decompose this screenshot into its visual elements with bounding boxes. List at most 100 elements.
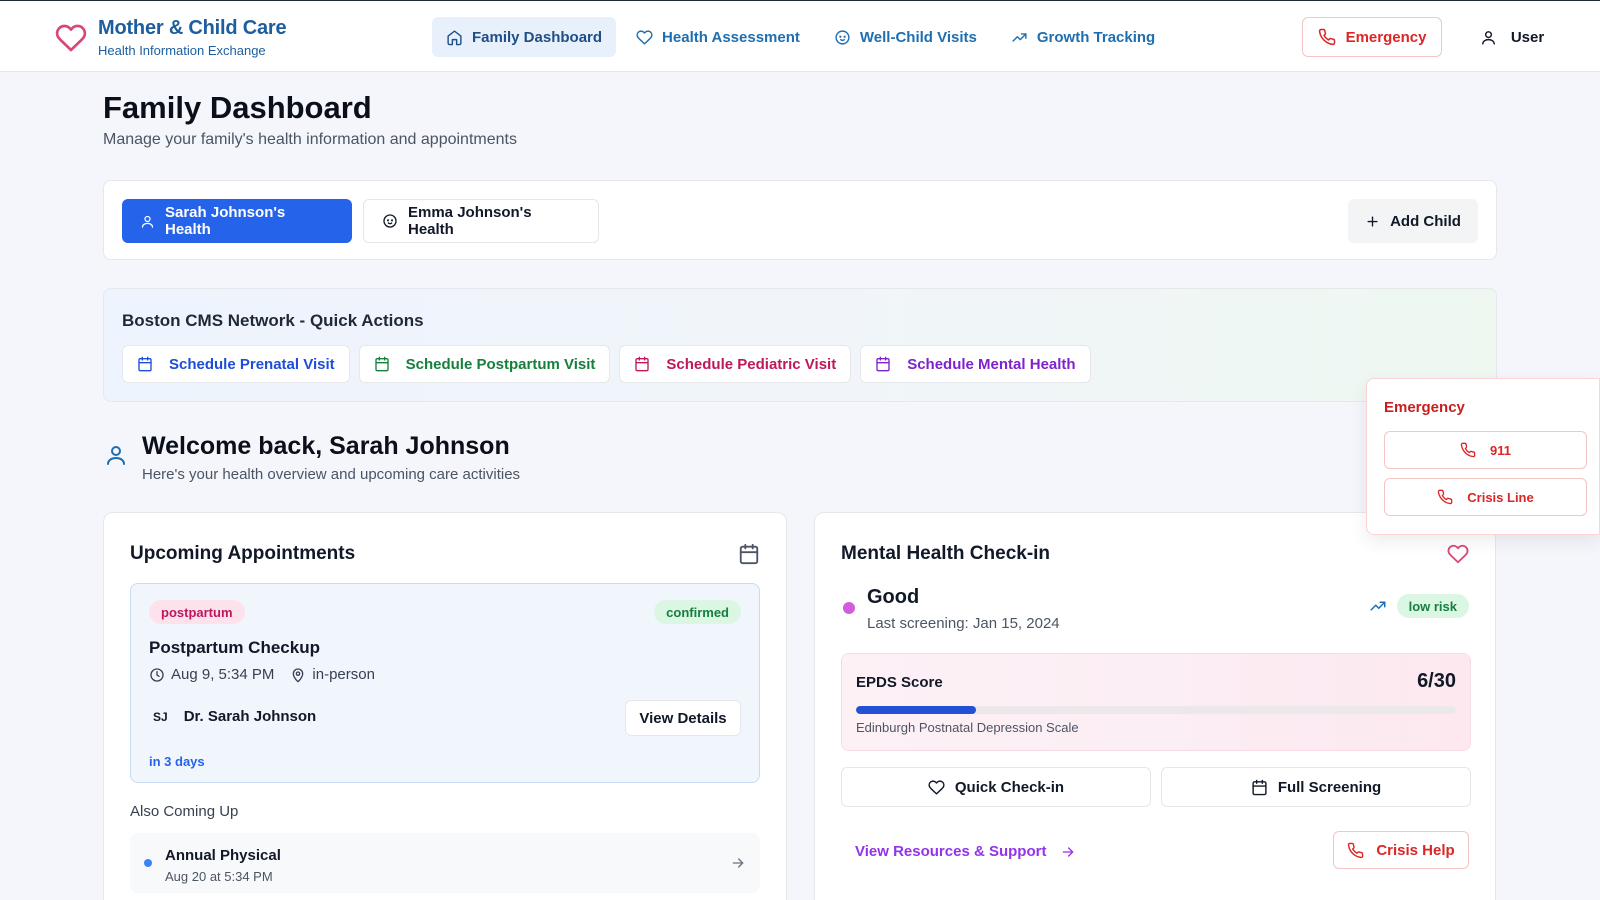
avatar: SJ: [153, 709, 168, 724]
nav-label: Health Assessment: [662, 28, 800, 46]
emergency-panel-title: Emergency: [1384, 399, 1465, 416]
map-pin-icon: [290, 667, 306, 683]
top-header: Mother & Child Care Health Information E…: [0, 0, 1600, 72]
view-details-button[interactable]: View Details: [625, 700, 741, 736]
bullet-dot: [144, 859, 152, 867]
appointment-provider: SJ Dr. Sarah Johnson: [153, 708, 316, 725]
quick-action-label: Schedule Prenatal Visit: [169, 355, 335, 373]
epds-label: EPDS Score: [856, 674, 943, 691]
phone-icon: [1437, 489, 1453, 505]
trending-up-icon: [1011, 29, 1028, 46]
arrow-right-icon: [1060, 844, 1076, 860]
schedule-prenatal-button[interactable]: Schedule Prenatal Visit: [122, 345, 350, 383]
epds-score-panel: EPDS Score 6/30 Edinburgh Postnatal Depr…: [841, 653, 1471, 751]
nav-family-dashboard[interactable]: Family Dashboard: [432, 17, 617, 57]
quick-actions-list: Schedule Prenatal Visit Schedule Postpar…: [122, 345, 1091, 383]
also-coming-up-label: Also Coming Up: [130, 803, 239, 820]
view-resources-link[interactable]: View Resources & Support: [855, 843, 1076, 860]
card-title: Upcoming Appointments: [130, 543, 356, 564]
appointment-meta: Aug 9, 5:34 PM in-person: [149, 666, 375, 683]
epds-score: 6/30: [1417, 670, 1456, 692]
phone-icon: [1318, 28, 1336, 46]
button-label: Crisis Help: [1376, 841, 1455, 859]
nav-well-child-visits[interactable]: Well-Child Visits: [820, 17, 991, 57]
nav-label: Well-Child Visits: [859, 28, 977, 46]
schedule-mental-health-button[interactable]: Schedule Mental Health: [860, 345, 1091, 383]
nav-health-assessment[interactable]: Health Assessment: [622, 17, 814, 57]
appointment-title: Postpartum Checkup: [149, 638, 320, 657]
quick-actions-title: Boston CMS Network - Quick Actions: [122, 311, 424, 330]
button-label: Full Screening: [1277, 778, 1382, 796]
epds-progress-bar: [856, 706, 1456, 714]
emergency-panel: Emergency 911 Crisis Line: [1366, 378, 1600, 535]
clock-icon: [149, 667, 165, 683]
profile-switcher: Sarah Johnson's Health Emma Johnson's He…: [103, 180, 1497, 260]
call-911-button[interactable]: 911: [1384, 431, 1587, 469]
emergency-label: Emergency: [1345, 28, 1427, 46]
appointment-time: Aug 9, 5:34 PM: [171, 666, 275, 683]
user-menu-button[interactable]: User: [1462, 17, 1562, 57]
welcome-subtitle: Here's your health overview and upcoming…: [142, 466, 521, 483]
heart-icon: [1447, 543, 1469, 565]
profile-tab-sarah[interactable]: Sarah Johnson's Health: [122, 199, 352, 243]
add-child-button[interactable]: Add Child: [1348, 199, 1478, 243]
calendar-icon: [634, 356, 650, 372]
baby-icon: [834, 29, 851, 46]
appointment-relative-time: in 3 days: [149, 754, 205, 769]
quick-action-label: Schedule Pediatric Visit: [666, 355, 837, 373]
user-label: User: [1510, 28, 1545, 46]
quick-checkin-button[interactable]: Quick Check-in: [841, 767, 1151, 807]
calendar-icon: [137, 356, 153, 372]
trending-up-icon: [1369, 597, 1387, 615]
appointment-item[interactable]: postpartum confirmed Postpartum Checkup …: [130, 583, 760, 783]
calendar-icon: [374, 356, 390, 372]
full-screening-button[interactable]: Full Screening: [1161, 767, 1471, 807]
button-label: 911: [1490, 442, 1511, 458]
link-label: View Resources & Support: [855, 843, 1047, 860]
page-subtitle: Manage your family's health information …: [103, 131, 517, 148]
quick-action-label: Schedule Mental Health: [907, 355, 1076, 373]
button-label: Crisis Line: [1467, 489, 1534, 505]
heart-icon: [928, 779, 945, 796]
schedule-pediatric-button[interactable]: Schedule Pediatric Visit: [619, 345, 852, 383]
list-item[interactable]: Annual Physical Aug 20 at 5:34 PM: [130, 833, 760, 893]
profile-tab-label: Emma Johnson's Health: [408, 204, 532, 238]
home-icon: [446, 29, 463, 46]
risk-badge: low risk: [1396, 594, 1469, 618]
heart-icon: [636, 29, 653, 46]
mental-health-status: Good: [867, 586, 920, 608]
upcoming-appointments-card: Upcoming Appointments postpartum confirm…: [103, 512, 787, 900]
main-nav: Family Dashboard Health Assessment Well-…: [432, 17, 1169, 57]
epds-progress-fill: [856, 706, 976, 714]
profile-tab-label: Sarah Johnson's Health: [165, 204, 286, 238]
brand[interactable]: Mother & Child Care Health Information E…: [54, 17, 287, 58]
page-title: Family Dashboard: [103, 90, 372, 125]
crisis-line-button[interactable]: Crisis Line: [1384, 478, 1587, 516]
profile-tab-emma[interactable]: Emma Johnson's Health: [363, 199, 599, 243]
arrow-right-icon: [730, 855, 746, 871]
user-icon: [140, 214, 155, 229]
nav-label: Growth Tracking: [1036, 28, 1156, 46]
welcome-title: Welcome back, Sarah Johnson: [142, 432, 510, 460]
user-icon: [104, 442, 128, 468]
button-label: Quick Check-in: [954, 778, 1065, 796]
user-icon: [1480, 29, 1497, 46]
calendar-icon[interactable]: [738, 543, 760, 565]
emergency-button[interactable]: Emergency: [1302, 17, 1442, 57]
plus-icon: [1365, 214, 1380, 229]
phone-icon: [1347, 842, 1364, 859]
appointment-type-badge: postpartum: [149, 600, 245, 624]
nav-growth-tracking[interactable]: Growth Tracking: [997, 17, 1169, 57]
also-item-time: Aug 20 at 5:34 PM: [165, 869, 273, 884]
crisis-help-button[interactable]: Crisis Help: [1333, 831, 1469, 869]
calendar-icon: [1251, 779, 1268, 796]
heart-icon: [54, 22, 88, 54]
also-item-title: Annual Physical: [165, 847, 281, 864]
schedule-postpartum-button[interactable]: Schedule Postpartum Visit: [358, 345, 611, 383]
calendar-icon: [875, 356, 891, 372]
last-screening: Last screening: Jan 15, 2024: [867, 615, 1060, 632]
provider-name: Dr. Sarah Johnson: [183, 708, 317, 725]
appointment-location: in-person: [312, 666, 375, 683]
brand-subtitle: Health Information Exchange: [98, 43, 266, 58]
card-title: Mental Health Check-in: [841, 543, 1051, 564]
